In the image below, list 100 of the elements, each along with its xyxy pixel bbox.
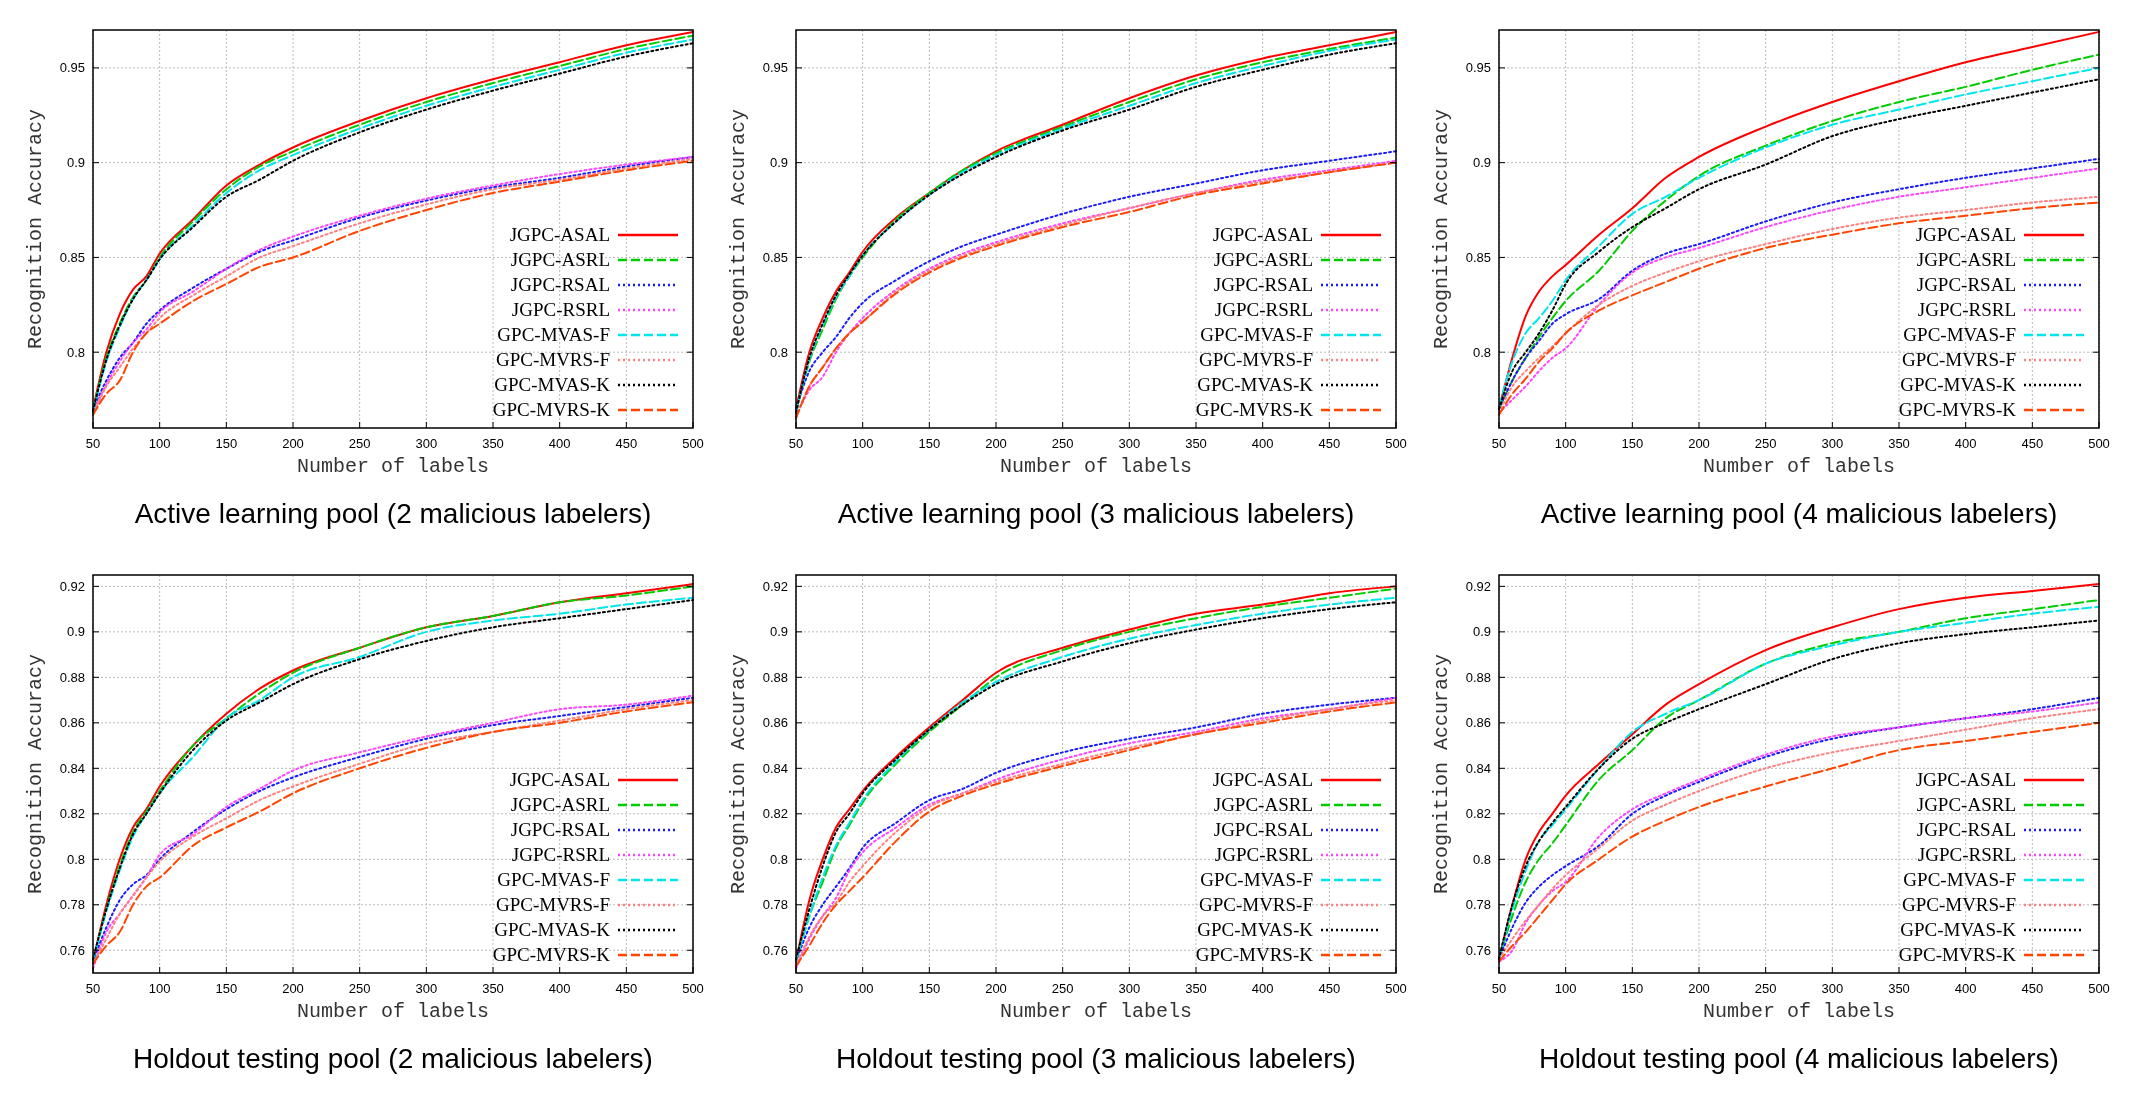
x-tick-label: 400 xyxy=(1954,981,1977,996)
x-tick-label: 150 xyxy=(215,981,238,996)
text: Active learning pool (3 malicious labelers) xyxy=(837,498,1355,529)
y-tick-label: 0.78 xyxy=(1465,897,1491,913)
legend-label: GPC-MVRS-F xyxy=(1901,894,2016,915)
legend-label: JGPC-ASRL xyxy=(510,249,610,270)
y-tick-label: 0.8 xyxy=(1472,344,1491,360)
legend-label: JGPC-RSRL xyxy=(511,844,610,865)
x-tick-label: 500 xyxy=(1385,981,1407,996)
x-tick-label: 350 xyxy=(482,981,504,996)
x-axis-title: Number of labels xyxy=(1702,455,1896,478)
x-tick-label: 150 xyxy=(918,981,941,996)
x-tick-label: 350 xyxy=(1185,436,1207,451)
legend-label: GPC-MVRS-K xyxy=(492,399,611,420)
x-tick-label: 300 xyxy=(415,981,438,996)
x-tick-label: 100 xyxy=(148,981,171,996)
text: Active learning pool (2 malicious labelers) xyxy=(134,498,652,529)
x-tick-label: 250 xyxy=(1754,981,1777,996)
text: Holdout testing pool (3 malicious labelers) xyxy=(836,1043,1356,1074)
legend-label: GPC-MVRS-K xyxy=(492,944,611,965)
y-tick-label: 0.86 xyxy=(59,715,85,731)
x-tick-label: 100 xyxy=(148,436,171,451)
legend-label: JGPC-RSRL xyxy=(1917,844,2016,865)
y-tick-label: 0.9 xyxy=(1472,155,1491,171)
legend-label: GPC-MVRS-F xyxy=(1198,894,1313,915)
legend-label: JGPC-ASAL xyxy=(509,769,610,790)
legend-label: JGPC-RSAL xyxy=(1213,274,1313,295)
y-axis-title: Recognition Accuracy xyxy=(727,653,750,895)
x-axis-title: Number of labels xyxy=(999,455,1193,478)
x-tick-label: 400 xyxy=(1251,981,1274,996)
x-tick-label: 450 xyxy=(615,981,638,996)
text: Holdout testing pool (2 malicious labelers) xyxy=(133,1043,653,1074)
x-tick-label: 200 xyxy=(282,436,304,451)
x-tick-label: 50 xyxy=(1491,981,1507,996)
x-tick-label: 500 xyxy=(2088,436,2110,451)
y-tick-label: 0.92 xyxy=(1465,578,1491,594)
y-tick-label: 0.82 xyxy=(1465,806,1491,822)
legend-label: GPC-MVRS-K xyxy=(1898,399,2017,420)
x-tick-label: 400 xyxy=(1251,436,1274,451)
y-axis-title: Recognition Accuracy xyxy=(727,108,750,350)
x-tick-label: 450 xyxy=(2021,981,2044,996)
x-tick-label: 50 xyxy=(788,436,804,451)
y-tick-label: 0.88 xyxy=(1465,669,1491,685)
legend-label: GPC-MVAS-K xyxy=(494,919,611,940)
x-tick-label: 350 xyxy=(1888,436,1910,451)
x-tick-label: 300 xyxy=(1118,981,1141,996)
legend-label: JGPC-RSAL xyxy=(1916,274,2016,295)
legend-label: JGPC-ASRL xyxy=(1213,249,1313,270)
x-tick-label: 300 xyxy=(415,436,438,451)
legend-label: JGPC-ASAL xyxy=(509,224,610,245)
y-axis-title: Recognition Accuracy xyxy=(24,108,47,350)
x-axis-title: Number of labels xyxy=(296,455,490,478)
x-tick-label: 100 xyxy=(851,981,874,996)
y-tick-label: 0.78 xyxy=(59,897,85,913)
text: Active learning pool (4 malicious labelers) xyxy=(1540,498,2058,529)
legend-label: GPC-MVAS-K xyxy=(1900,374,2017,395)
legend-label: JGPC-ASRL xyxy=(1213,794,1313,815)
y-tick-label: 0.9 xyxy=(769,624,788,640)
y-tick-label: 0.78 xyxy=(762,897,788,913)
y-tick-label: 0.86 xyxy=(1465,715,1491,731)
x-tick-label: 450 xyxy=(615,436,638,451)
legend-label: JGPC-RSAL xyxy=(510,819,610,840)
y-tick-label: 0.86 xyxy=(762,715,788,731)
legend-label: JGPC-ASAL xyxy=(1915,224,2016,245)
x-tick-label: 250 xyxy=(348,981,371,996)
x-tick-label: 400 xyxy=(1954,436,1977,451)
y-tick-label: 0.8 xyxy=(1472,851,1491,867)
y-tick-label: 0.9 xyxy=(769,155,788,171)
x-tick-label: 500 xyxy=(1385,436,1407,451)
legend-label: GPC-MVRS-F xyxy=(1198,349,1313,370)
legend-label: GPC-MVAS-F xyxy=(1903,324,2016,345)
legend-label: GPC-MVAS-K xyxy=(1900,919,2017,940)
legend-label: JGPC-ASAL xyxy=(1212,769,1313,790)
legend-label: GPC-MVAS-K xyxy=(1197,374,1314,395)
x-tick-label: 100 xyxy=(851,436,874,451)
legend-label: JGPC-ASAL xyxy=(1915,769,2016,790)
x-tick-label: 200 xyxy=(1688,436,1710,451)
x-tick-label: 300 xyxy=(1821,436,1844,451)
y-tick-label: 0.8 xyxy=(66,851,85,867)
x-axis-title: Number of labels xyxy=(296,1000,490,1023)
y-tick-label: 0.95 xyxy=(59,60,85,76)
y-tick-label: 0.85 xyxy=(1465,249,1491,265)
x-tick-label: 150 xyxy=(918,436,941,451)
legend-label: JGPC-RSAL xyxy=(1916,819,2016,840)
x-tick-label: 450 xyxy=(1318,436,1341,451)
legend-label: GPC-MVAS-K xyxy=(1197,919,1314,940)
y-tick-label: 0.76 xyxy=(1465,942,1491,958)
y-axis-title: Recognition Accuracy xyxy=(1430,653,1453,895)
x-tick-label: 100 xyxy=(1554,436,1577,451)
x-tick-label: 350 xyxy=(482,436,504,451)
legend-label: JGPC-ASRL xyxy=(1916,249,2016,270)
x-tick-label: 250 xyxy=(1754,436,1777,451)
legend-label: GPC-MVAS-K xyxy=(494,374,611,395)
legend-label: GPC-MVRS-F xyxy=(495,894,610,915)
x-axis-title: Number of labels xyxy=(999,1000,1193,1023)
legend-label: GPC-MVAS-F xyxy=(1200,869,1313,890)
x-tick-label: 350 xyxy=(1888,981,1910,996)
x-tick-label: 50 xyxy=(85,981,101,996)
y-tick-label: 0.9 xyxy=(66,624,85,640)
x-tick-label: 350 xyxy=(1185,981,1207,996)
